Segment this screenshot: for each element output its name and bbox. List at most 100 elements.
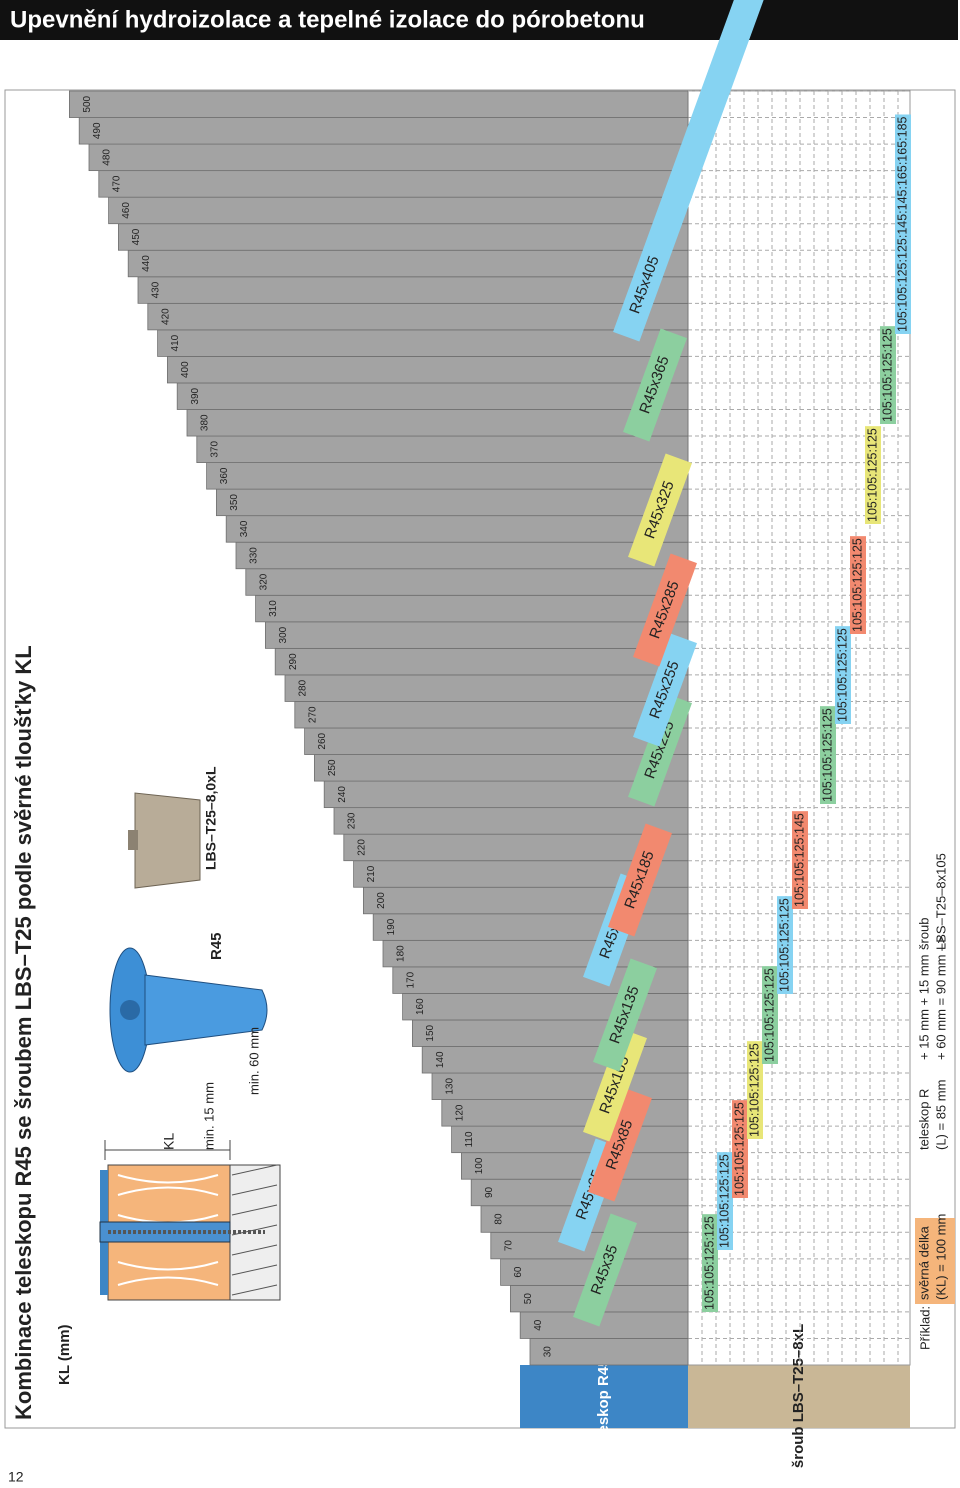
kl-bar xyxy=(176,382,689,410)
kl-label: 280 xyxy=(298,679,309,696)
kl-label: 350 xyxy=(229,494,240,511)
screw-row-cell xyxy=(688,1365,910,1428)
screw-label: 105:105:125:125 xyxy=(865,428,879,522)
screw-label: 105:105:125:125 xyxy=(762,968,776,1062)
kl-label: 490 xyxy=(92,122,103,139)
screw-bg xyxy=(850,536,866,634)
kl-label: 210 xyxy=(366,865,377,882)
screw-label: 105:105:125:125 xyxy=(732,1102,746,1196)
screw-label: 105:105:125:125 xyxy=(702,1216,716,1310)
kl-label: 60 xyxy=(513,1266,524,1278)
screw-bg xyxy=(895,114,911,334)
screw-label: 105:105:125:125 xyxy=(835,628,849,722)
kl-bar xyxy=(255,594,689,623)
telescope-stripe xyxy=(583,1028,647,1142)
kl-label: 90 xyxy=(484,1186,495,1198)
kl-bar xyxy=(196,435,689,463)
kl-label: 300 xyxy=(278,626,289,643)
kl-bar xyxy=(157,329,689,357)
kl-label: 390 xyxy=(190,387,201,404)
header-title: Upevnění hydroizolace a tepelné izolace … xyxy=(10,6,645,33)
kl-label: 180 xyxy=(396,945,407,962)
kl-label: 150 xyxy=(425,1024,436,1041)
screw-label: 105:105:125:125 xyxy=(747,1043,761,1137)
screw-bg xyxy=(747,1041,763,1139)
kl-label: 500 xyxy=(82,95,93,112)
kl-label: 120 xyxy=(454,1104,465,1121)
kl-label: 50 xyxy=(523,1293,534,1305)
telescope-body xyxy=(144,974,268,1046)
kl-bar xyxy=(421,1046,689,1074)
screw-label: 105:105:125:125 xyxy=(820,708,834,802)
kl-label: 250 xyxy=(327,759,338,776)
telescope-stripe xyxy=(593,958,657,1072)
screw-bg xyxy=(732,1100,748,1198)
kl-bar xyxy=(245,568,689,596)
illustration xyxy=(99,792,281,1301)
example-text: (L) = 85 mm xyxy=(933,1080,948,1150)
screw xyxy=(134,792,201,889)
screw-bg xyxy=(762,966,778,1064)
illus-screw: LBS–T25–8,0xL xyxy=(203,766,219,870)
kl-bar xyxy=(274,647,689,676)
kl-bar xyxy=(215,488,689,517)
kl-bar xyxy=(431,1072,689,1100)
screw-label: 105:105:125:125 xyxy=(880,328,894,422)
kl-label: 330 xyxy=(249,547,260,564)
screw-label: 105:105:125:145 xyxy=(792,813,806,907)
screw-bg xyxy=(702,1214,718,1312)
telescope-stripe xyxy=(633,633,697,747)
kl-bar xyxy=(323,780,689,809)
screw-bg xyxy=(792,811,808,909)
kl-bar xyxy=(137,276,689,304)
screw-bg xyxy=(880,326,896,424)
example-text: LBS–T25–8x105 xyxy=(933,853,948,950)
kl-bar xyxy=(411,1019,689,1047)
kl-label: 270 xyxy=(307,706,318,723)
kl-bar xyxy=(108,196,689,225)
screw-bg xyxy=(717,1152,733,1250)
screw-label: 105:105:125:125 xyxy=(717,1154,731,1248)
kl-bar xyxy=(284,674,689,702)
axis-label: KL (mm) xyxy=(56,1324,73,1385)
example-text: šroub xyxy=(916,917,931,950)
kl-label: 260 xyxy=(317,732,328,749)
kl-label: 460 xyxy=(121,202,132,219)
kl-label: 160 xyxy=(415,998,426,1015)
kl-label: 310 xyxy=(268,600,279,617)
kl-label: 430 xyxy=(151,281,162,298)
kl-bar xyxy=(441,1099,689,1127)
example-text: + 60 mm = 90 mm –> xyxy=(933,936,948,1060)
telescope-stripe xyxy=(623,328,687,442)
kl-label: 100 xyxy=(474,1157,485,1174)
kl-label: 110 xyxy=(464,1131,475,1147)
kl-bar xyxy=(304,727,689,755)
kl-bar xyxy=(118,223,689,251)
telescope-stripe xyxy=(628,693,692,807)
kl-label: 340 xyxy=(239,520,250,537)
kl-label: 420 xyxy=(160,308,171,325)
kl-bar xyxy=(343,833,689,862)
kl-bar xyxy=(294,701,689,729)
kl-label: 140 xyxy=(435,1051,446,1068)
kl-label: 30 xyxy=(543,1346,554,1358)
telescope-stripe xyxy=(633,553,697,667)
illus-min15: min. 15 mm xyxy=(201,1082,216,1150)
kl-bar xyxy=(519,1311,689,1339)
kl-label: 80 xyxy=(494,1213,505,1225)
screw-bg xyxy=(777,896,793,994)
kl-label: 410 xyxy=(170,334,181,351)
kl-bar xyxy=(206,462,689,490)
page-number: 12 xyxy=(8,1469,24,1485)
example-text: teleskop R xyxy=(916,1089,931,1150)
kl-label: 470 xyxy=(111,175,122,192)
illus-kl: KL xyxy=(161,1133,177,1150)
kl-label: 170 xyxy=(405,971,416,988)
kl-bar xyxy=(166,356,689,384)
kl-bar xyxy=(98,170,689,198)
telescope-row-label: teleskop R45xL xyxy=(595,1341,612,1451)
kl-label: 70 xyxy=(503,1240,514,1252)
kl-label: 370 xyxy=(209,441,220,458)
telescope-stripe xyxy=(608,823,672,937)
screw-row-label: šroub LBS–T25–8xL xyxy=(790,1324,807,1468)
